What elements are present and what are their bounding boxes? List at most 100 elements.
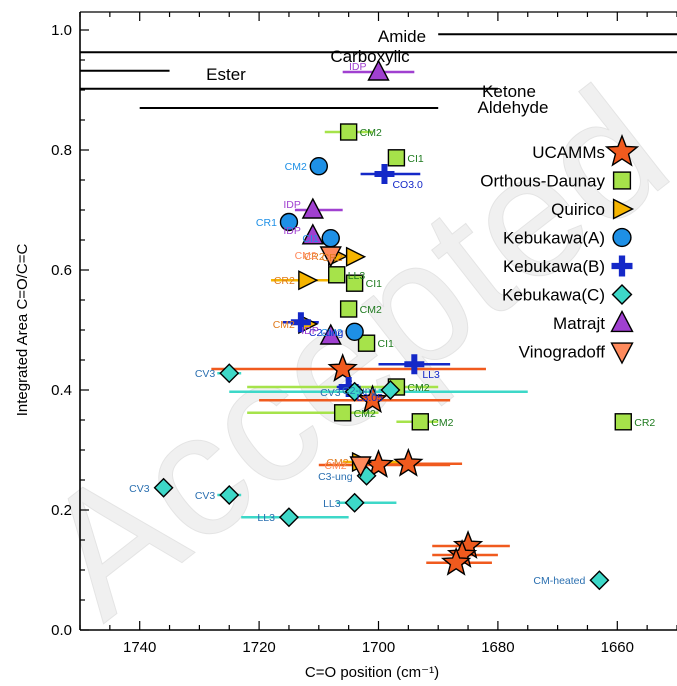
marker-kebukawa-b	[338, 377, 359, 397]
legend-marker-quirico	[612, 198, 635, 220]
marker-kebukawa-c	[278, 507, 299, 528]
y-tick-label: 0.6	[51, 262, 72, 279]
legend-label-quirico: Quirico	[551, 200, 605, 219]
marker-kebukawa-b	[404, 354, 425, 375]
legend-label-vinogradoff: Vinogradoff	[519, 343, 606, 362]
marker-kebukawa-c	[380, 380, 401, 400]
axes: 1740 1720 1700 1680 1660 0.0 0.2 0.4 0.6 0.8 1.0	[51, 11, 677, 656]
marker-kebukawa-c	[344, 492, 365, 513]
marker-kebukawa-a	[321, 228, 340, 248]
x-axis-label: C=O position (cm⁻¹)	[305, 664, 439, 681]
legend-label-kebukawa-b: Kebukawa(B)	[503, 257, 605, 276]
point-label-vinogradoff: CM2	[295, 250, 317, 262]
marker-ucamms	[393, 447, 424, 477]
point-label-orthous-daunay: LL3	[348, 270, 366, 282]
point-label-kebukawa-a: CM2	[285, 161, 307, 173]
point-label-quirico: CR2	[274, 275, 295, 287]
marker-kebukawa-c	[589, 570, 610, 591]
point-label-matrajt: IDP	[301, 325, 319, 337]
legend-label-matrajt: Matrajt	[553, 314, 605, 333]
range-label-ester: Ester	[206, 65, 246, 84]
point-label-orthous-daunay: CM2	[354, 408, 376, 420]
y-tick-label: 0.0	[51, 622, 72, 639]
point-label-matrajt: IDP	[349, 61, 367, 73]
marker-kebukawa-c	[344, 381, 365, 402]
y-tick-label: 0.2	[51, 502, 72, 519]
marker-orthous-daunay	[411, 413, 429, 431]
point-label-kebukawa-a: CR1	[256, 217, 277, 229]
marker-kebukawa-c	[219, 363, 240, 384]
point-label-orthous-daunay: CI1	[407, 153, 424, 165]
marker-matrajt	[367, 59, 390, 81]
x-tick-label: 1720	[242, 639, 275, 656]
point-label-kebukawa-b: L3.05	[357, 392, 383, 404]
y-tick-label: 0.4	[51, 382, 72, 399]
y-tick-label: 1.0	[51, 22, 72, 39]
point-label-kebukawa-c: C2-ung	[342, 385, 377, 397]
point-label-kebukawa-c: CM-heated	[533, 575, 585, 587]
point-label-orthous-daunay: CI1	[378, 338, 395, 350]
point-label-orthous-daunay: CM2	[407, 382, 429, 394]
legend-label-kebukawa-a: Kebukawa(A)	[503, 229, 605, 248]
y-tick-label: 0.8	[51, 142, 72, 159]
point-label-quirico: CR2	[322, 252, 343, 264]
marker-kebukawa-c	[219, 485, 240, 505]
marker-vinogradoff	[349, 456, 372, 478]
point-label-orthous-daunay: CM2	[360, 127, 382, 139]
marker-orthous-daunay	[357, 334, 376, 352]
point-label-orthous-daunay: CI1	[366, 278, 383, 290]
legend-marker-ucamms	[604, 133, 640, 167]
marker-orthous-daunay	[387, 149, 406, 167]
marker-kebukawa-a	[309, 156, 328, 176]
marker-ucamms	[440, 546, 472, 576]
point-label-kebukawa-c: CV3	[195, 490, 216, 502]
marker-kebukawa-b	[290, 312, 311, 333]
legend-marker-kebukawa-b	[611, 255, 633, 277]
point-label-orthous-daunay: CM2	[360, 304, 382, 316]
marker-quirico	[298, 270, 319, 291]
point-label-kebukawa-a: CI1	[302, 233, 319, 245]
range-label-aldehyde: Aldehyde	[478, 98, 549, 117]
point-label-quirico: CR2	[304, 251, 325, 263]
point-label-kebukawa-c: CV3	[195, 368, 216, 380]
legend: UCAMMs Orthous-Daunay Quirico Kebukawa(A) Ke…	[480, 133, 640, 365]
y-axis-label: Integrated Area C=O/C=C	[14, 244, 31, 417]
marker-kebukawa-c	[153, 477, 174, 498]
range-label-amide: Amide	[378, 27, 426, 46]
marker-orthous-daunay	[333, 404, 352, 422]
marker-orthous-daunay	[339, 123, 358, 141]
legend-label-orthous-daunay: Orthous-Daunay	[480, 172, 605, 191]
range-label-ketone: Ketone	[482, 82, 536, 101]
point-label-matrajt: IDP	[283, 225, 301, 237]
marker-ucamms	[327, 353, 358, 382]
marker-vinogradoff	[319, 246, 342, 268]
marker-matrajt	[301, 223, 324, 245]
legend-marker-kebukawa-c	[611, 284, 633, 305]
x-tick-label: 1680	[481, 639, 514, 656]
point-label-kebukawa-c: LL3	[323, 498, 341, 510]
marker-kebukawa-a	[279, 212, 299, 232]
point-label-kebukawa-c: CV3	[129, 483, 150, 495]
legend-label-kebukawa-c: Kebukawa(C)	[502, 286, 605, 305]
legend-marker-vinogradoff	[610, 342, 634, 365]
point-label-kebukawa-b: CO3.0	[392, 179, 423, 191]
point-label-kebukawa-a: CM2	[320, 327, 342, 339]
marker-orthous-daunay	[345, 274, 364, 292]
marker-kebukawa-a	[345, 322, 364, 341]
point-label-quirico: CM2	[273, 319, 295, 331]
marker-orthous-daunay	[614, 413, 632, 431]
marker-orthous-daunay	[339, 300, 358, 318]
legend-marker-matrajt	[610, 309, 634, 333]
point-label-kebukawa-c: C3-ung	[318, 471, 353, 483]
x-tick-label: 1700	[362, 639, 395, 656]
point-label-orthous-daunay: CR2	[634, 417, 655, 429]
marker-quirico	[345, 246, 367, 267]
point-label-kebukawa-c: CV3	[320, 387, 341, 399]
point-label-quirico: CM2	[326, 457, 348, 469]
range-label-carboxylic: Carboxylic	[330, 47, 410, 66]
marker-ucamms	[357, 384, 388, 414]
legend-marker-orthous-daunay	[612, 171, 632, 190]
